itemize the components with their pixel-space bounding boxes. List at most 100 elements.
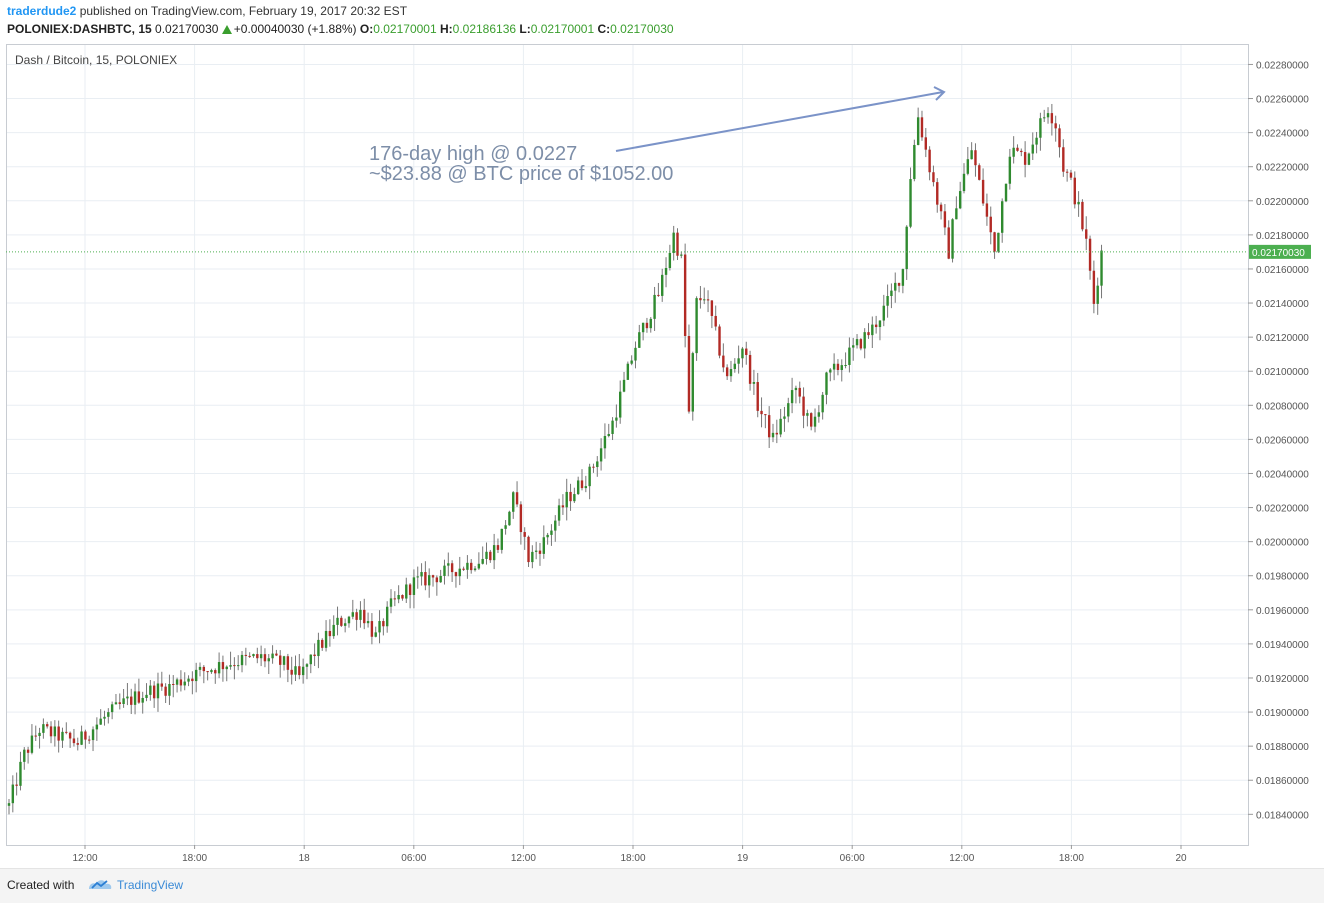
candle-up: [546, 534, 549, 538]
chart-area[interactable]: Dash / Bitcoin, 15, POLONIEX 0.01840000 0…: [6, 44, 1318, 866]
candle-down: [859, 339, 863, 349]
y-tick-label: 0.02120000: [1256, 333, 1309, 344]
candle-up: [508, 511, 511, 526]
y-tick-label: 0.01860000: [1256, 776, 1309, 787]
candle-up: [584, 486, 588, 489]
x-tick-label: 18: [299, 853, 311, 864]
candle-down: [57, 726, 60, 741]
candle-up: [107, 712, 110, 717]
candle-up: [145, 694, 148, 698]
y-tick-label: 0.02160000: [1256, 265, 1309, 276]
candle-up: [962, 173, 966, 192]
candle-down: [718, 326, 721, 356]
tradingview-logo-icon[interactable]: [87, 876, 113, 892]
candle-up: [99, 718, 102, 725]
candle-down: [68, 732, 72, 739]
annotation-line-1[interactable]: 176-day high @ 0.0227: [369, 143, 577, 165]
candle-down: [706, 299, 710, 301]
candle-up: [626, 363, 630, 380]
candle-down: [34, 735, 37, 737]
candle-up: [573, 494, 576, 502]
candle-up: [729, 369, 733, 377]
x-tick-label: 19: [737, 853, 749, 864]
candle-up: [133, 691, 137, 705]
candle-up: [473, 568, 477, 571]
candle-down: [298, 666, 301, 676]
candle-down: [191, 678, 194, 682]
candle-up: [405, 584, 408, 599]
candle-up: [894, 282, 897, 291]
close-label: C:: [597, 22, 611, 36]
candlestick-chart[interactable]: Dash / Bitcoin, 15, POLONIEX 0.018400000…: [6, 44, 1318, 866]
candle-down: [401, 595, 404, 599]
candle-up: [439, 575, 442, 583]
candle-down: [363, 609, 366, 624]
x-tick-label: 12:00: [72, 853, 97, 864]
tradingview-link[interactable]: TradingView: [117, 878, 184, 892]
candle-up: [156, 683, 160, 699]
price-axis[interactable]: 0.01840000 0.01860000 0.01880000 0.01900000…: [1248, 60, 1309, 821]
candle-down: [164, 686, 167, 696]
candle-down: [355, 612, 358, 620]
candle-up: [447, 563, 450, 566]
annotation-line-2[interactable]: ~$23.88 @ BTC price of $1052.00: [369, 163, 673, 185]
candle-up: [301, 666, 305, 676]
candle-up: [783, 416, 786, 419]
candle-up: [997, 232, 1000, 252]
y-tick-label: 0.02200000: [1256, 197, 1309, 208]
candle-up: [412, 577, 416, 595]
candle-up: [183, 681, 186, 686]
candle-down: [538, 550, 542, 554]
candle-up: [813, 416, 817, 427]
candle-down: [1092, 270, 1096, 304]
candle-up: [821, 394, 824, 413]
chart-title: Dash / Bitcoin, 15, POLONIEX: [15, 53, 177, 67]
candle-up: [966, 159, 970, 174]
y-tick-label: 0.01960000: [1256, 606, 1309, 617]
time-axis[interactable]: 12:00 18:00 18 06:00 12:00 18:00 19 06:00 12:00 1…: [72, 845, 1187, 864]
candle-down: [1088, 238, 1092, 271]
symbol-label: POLONIEX:DASHBTC, 15: [7, 22, 152, 36]
publish-line: traderdude2 published on TradingView.com…: [7, 4, 407, 18]
candle-up: [733, 363, 736, 370]
candle-up: [668, 252, 672, 268]
y-tick-label: 0.01980000: [1256, 572, 1309, 583]
candle-up: [271, 653, 274, 659]
candle-down: [286, 656, 290, 670]
candle-down: [1058, 128, 1061, 148]
candles: [7, 103, 1103, 815]
candle-down: [943, 211, 947, 228]
candle-down: [561, 505, 565, 508]
candle-up: [141, 697, 144, 703]
candle-up: [890, 290, 893, 296]
candle-down: [699, 298, 702, 301]
candle-down: [206, 671, 209, 673]
candle-down: [867, 332, 870, 336]
up-arrow-icon: [221, 25, 232, 34]
candle-down: [580, 480, 584, 489]
created-with-text: Created with: [7, 878, 75, 892]
candle-down: [88, 739, 91, 741]
y-tick-label: 0.02220000: [1256, 163, 1309, 174]
annotation-arrow[interactable]: [615, 91, 944, 152]
candle-up: [649, 318, 652, 329]
candle-up: [787, 403, 790, 417]
candle-up: [1039, 118, 1042, 138]
candle-up: [309, 654, 312, 665]
candle-up: [871, 324, 874, 336]
candle-up: [95, 724, 99, 730]
publisher-link[interactable]: traderdude2: [7, 4, 77, 18]
candle-up: [1035, 137, 1038, 145]
candle-up: [237, 665, 240, 667]
candle-up: [114, 702, 118, 705]
candle-up: [672, 232, 675, 253]
candle-up: [878, 320, 882, 328]
candle-down: [1085, 229, 1088, 239]
candle-up: [951, 219, 954, 259]
candle-up: [428, 575, 431, 586]
candle-up: [607, 433, 610, 437]
candle-up: [596, 461, 599, 468]
candle-up: [622, 379, 626, 392]
candle-up: [225, 666, 228, 670]
candle-down: [130, 696, 133, 705]
